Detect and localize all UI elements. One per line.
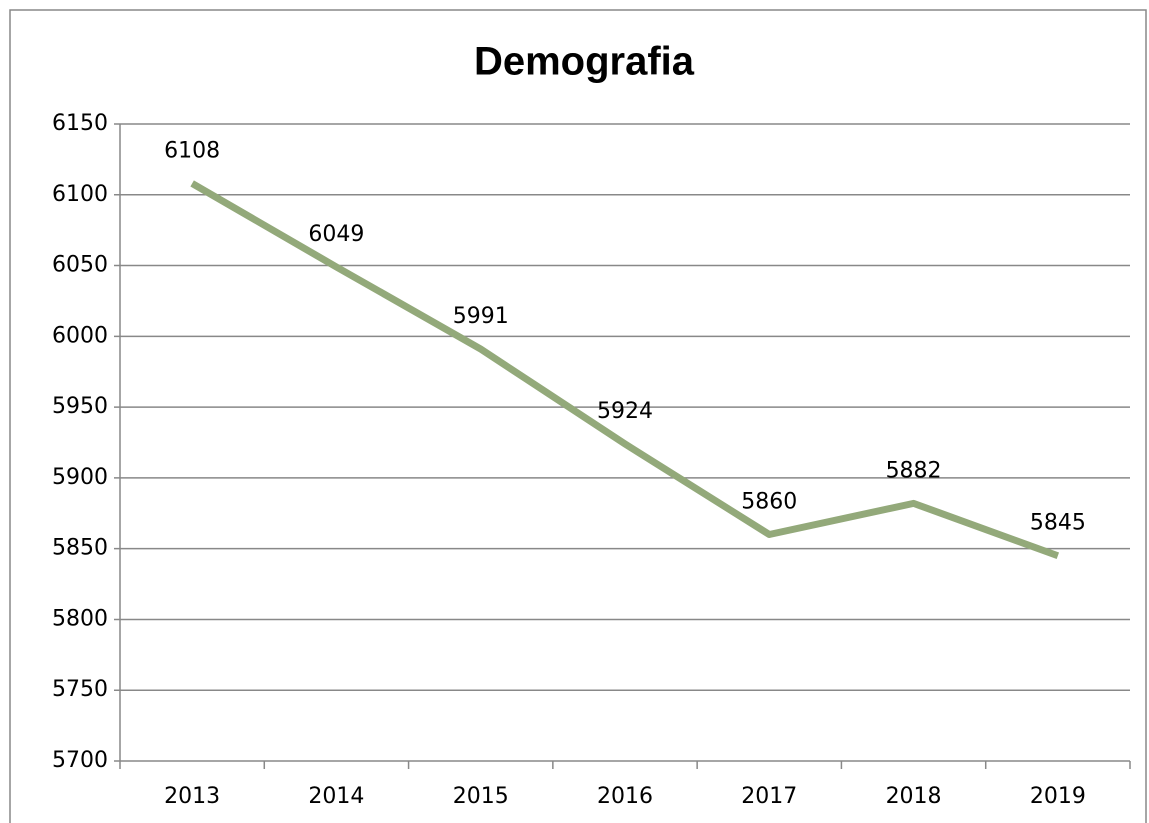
x-tick-label: 2015: [453, 784, 509, 809]
y-tick-label: 6000: [52, 323, 108, 348]
data-label: 5882: [886, 458, 942, 483]
x-tick-label: 2018: [886, 784, 942, 809]
y-tick-label: 5750: [52, 677, 108, 702]
x-tick-label: 2014: [308, 784, 364, 809]
y-tick-label: 5850: [52, 536, 108, 561]
y-tick-label: 6050: [52, 253, 108, 278]
chart-frame: [9, 9, 1147, 823]
chart-title: Demografia: [474, 40, 695, 84]
data-label: 5845: [1030, 511, 1086, 536]
y-tick-label: 5950: [52, 394, 108, 419]
data-label: 6108: [164, 138, 220, 163]
y-tick-label: 5700: [52, 748, 108, 773]
data-label: 6049: [308, 222, 364, 247]
data-label: 5924: [597, 399, 653, 424]
y-tick-label: 6100: [52, 182, 108, 207]
data-label: 5860: [741, 490, 797, 515]
data-label: 5991: [453, 304, 509, 329]
x-tick-label: 2016: [597, 784, 653, 809]
y-tick-label: 6150: [52, 111, 108, 136]
y-tick-label: 5900: [52, 465, 108, 490]
x-tick-label: 2013: [164, 784, 220, 809]
x-tick-label: 2019: [1030, 784, 1086, 809]
y-tick-label: 5800: [52, 606, 108, 631]
x-tick-label: 2017: [741, 784, 797, 809]
line: [190, 180, 1060, 560]
